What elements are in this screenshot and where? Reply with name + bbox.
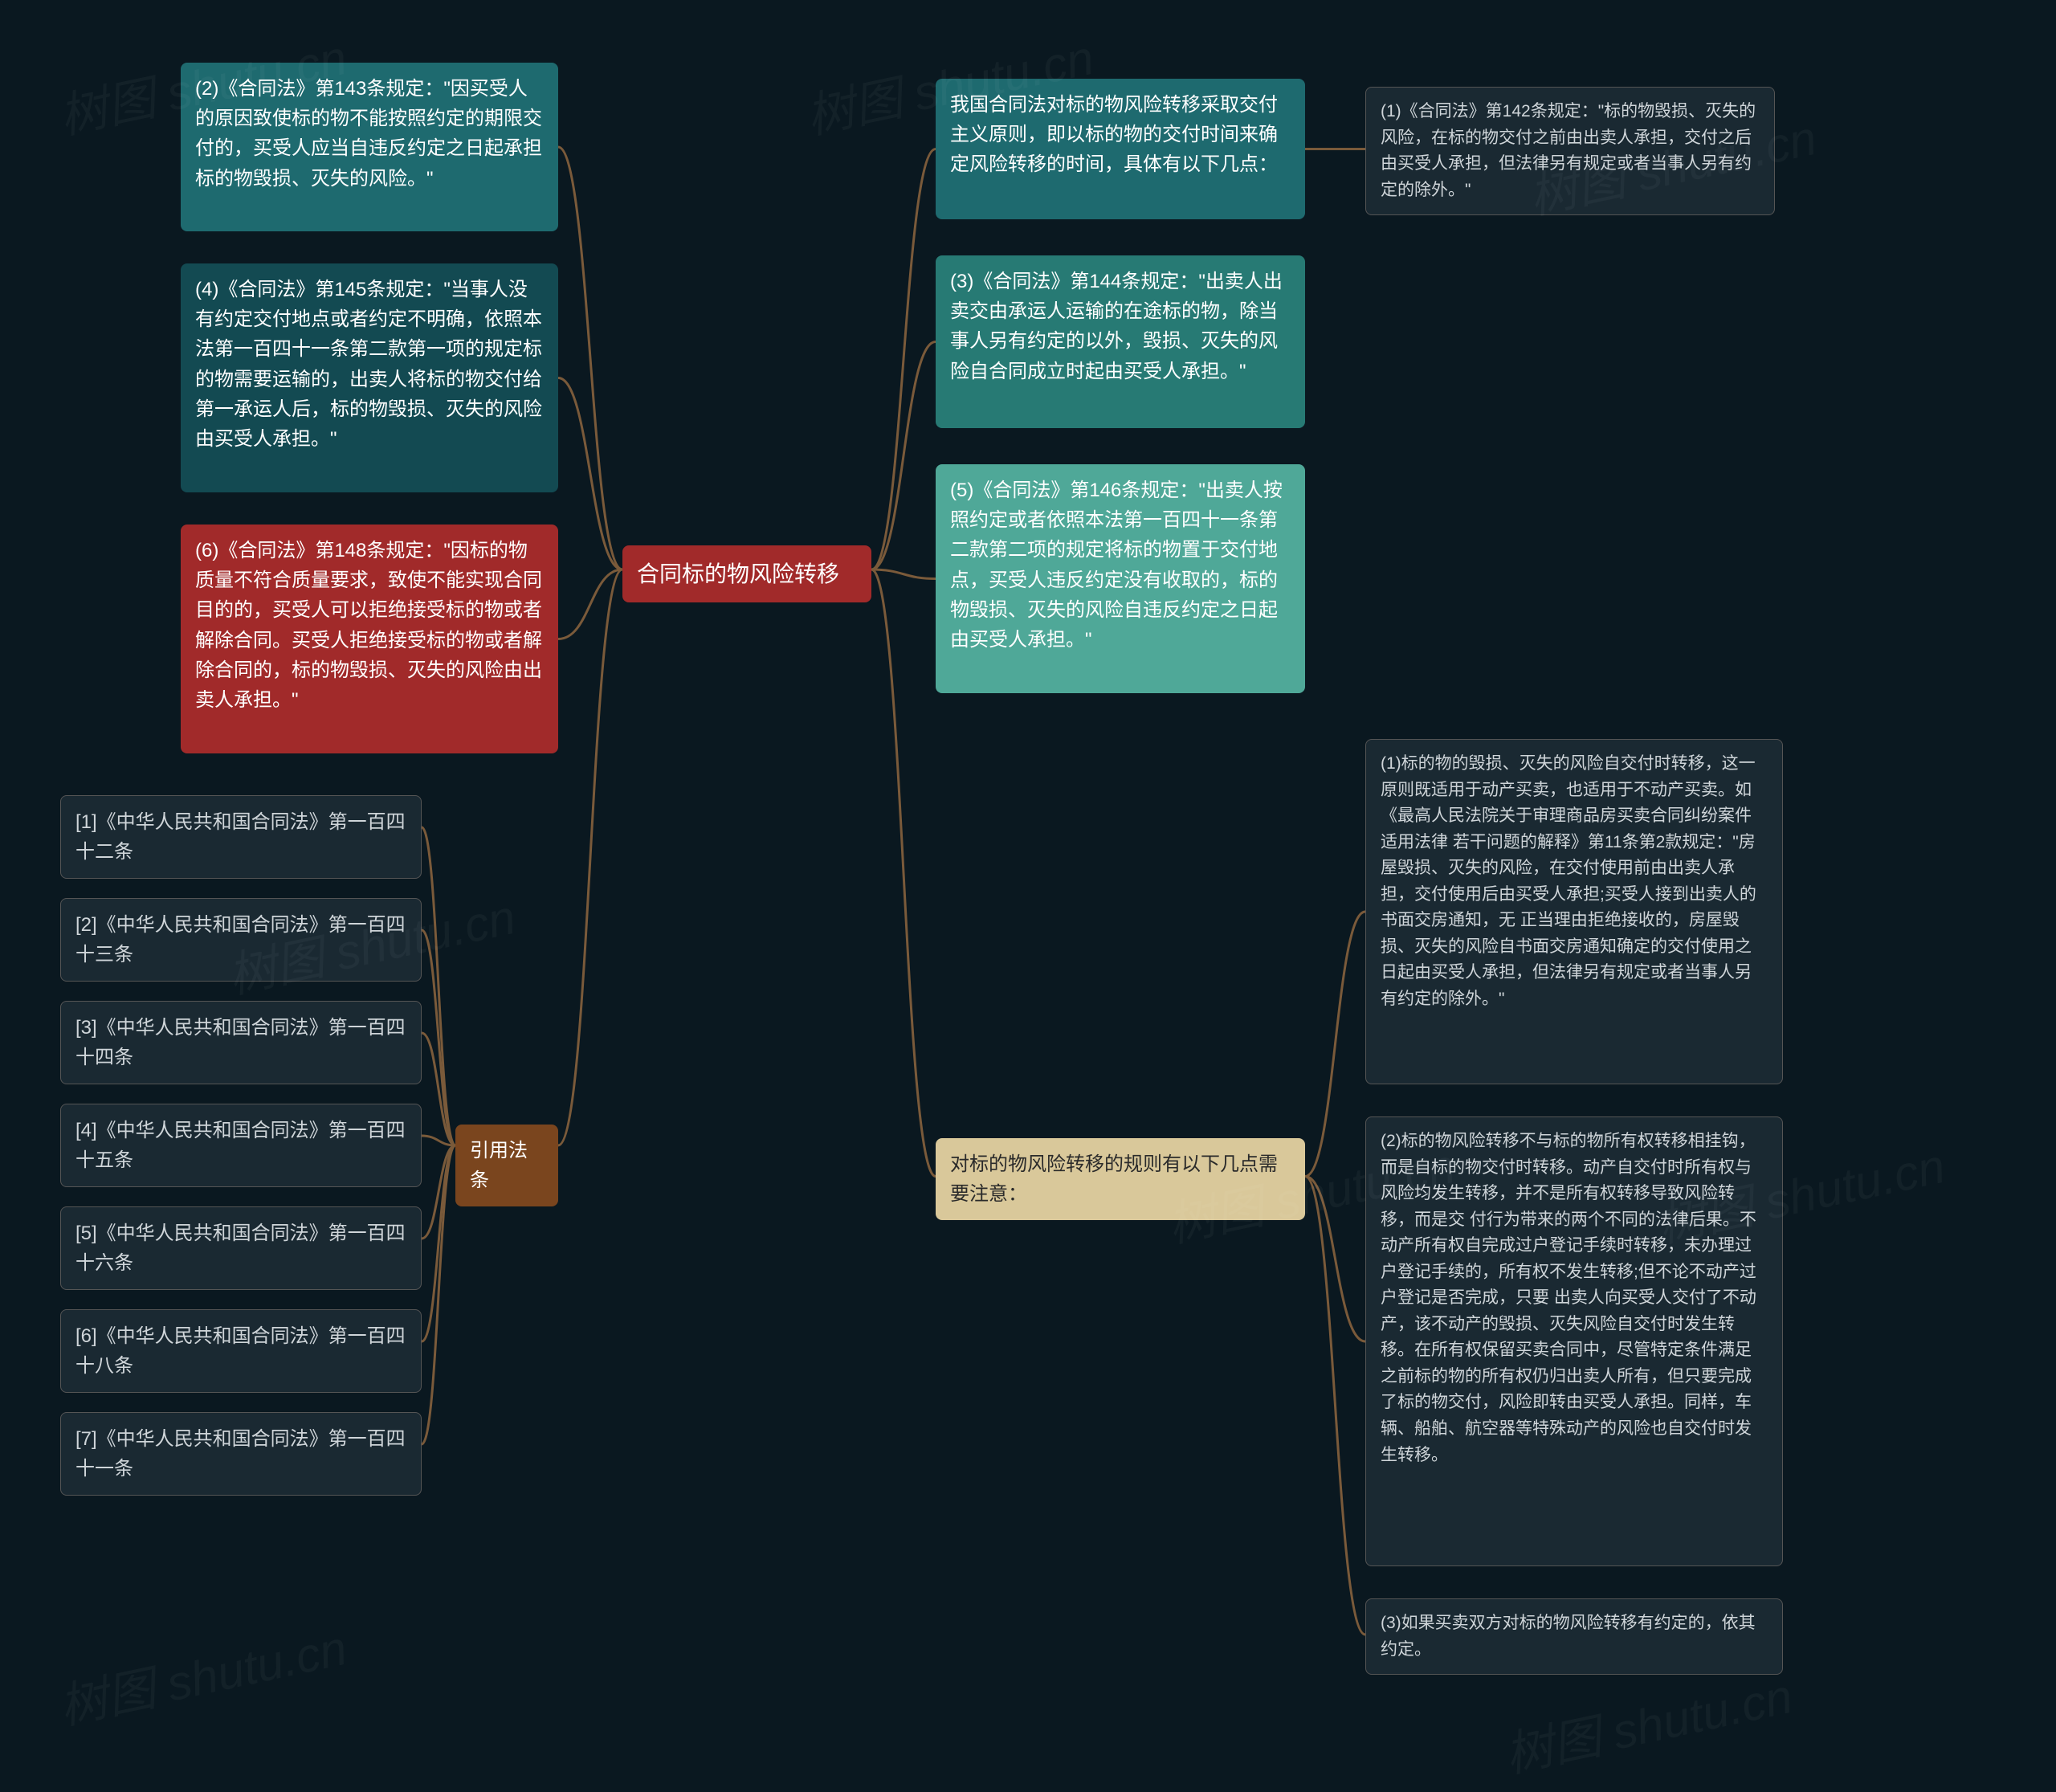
node-contract-146[interactable]: (5)《合同法》第146条规定："出卖人按照约定或者依照本法第一百四十一条第二款…: [936, 464, 1305, 693]
connector: [422, 1145, 455, 1341]
note-2[interactable]: (2)标的物风险转移不与标的物所有权转移相挂钩，而是自标的物交付时转移。动产自交…: [1365, 1116, 1783, 1566]
citation-1[interactable]: [1]《中华人民共和国合同法》第一百四十二条: [60, 795, 422, 879]
citation-6[interactable]: [6]《中华人民共和国合同法》第一百四十八条: [60, 1309, 422, 1393]
citation-5[interactable]: [5]《中华人民共和国合同法》第一百四十六条: [60, 1206, 422, 1290]
node-contract-148[interactable]: (6)《合同法》第148条规定："因标的物质量不符合质量要求，致使不能实现合同目…: [181, 525, 558, 753]
node-text: [7]《中华人民共和国合同法》第一百四十一条: [75, 1428, 406, 1480]
citations-root[interactable]: 引用法条: [455, 1125, 558, 1206]
connector: [558, 378, 622, 570]
node-text: (1)标的物的毁损、灭失的风险自交付时转移，这一原则既适用于动产买卖，也适用于不…: [1381, 754, 1756, 1008]
connector: [558, 569, 622, 1145]
node-principle[interactable]: 我国合同法对标的物风险转移采取交付主义原则，即以标的物的交付时间来确定风险转移的…: [936, 79, 1305, 219]
node-text: [3]《中华人民共和国合同法》第一百四十四条: [75, 1017, 406, 1068]
node-text: [5]《中华人民共和国合同法》第一百四十六条: [75, 1223, 406, 1274]
root-label: 合同标的物风险转移: [637, 561, 839, 586]
citation-4[interactable]: [4]《中华人民共和国合同法》第一百四十五条: [60, 1104, 422, 1187]
node-text: 引用法条: [470, 1140, 528, 1191]
node-text: (1)《合同法》第142条规定："标的物毁损、灭失的风险，在标的物交付之前由出卖…: [1381, 102, 1756, 199]
node-text: (2)《合同法》第143条规定："因买受人的原因致使标的物不能按照约定的期限交付…: [195, 78, 542, 190]
connector: [871, 569, 936, 579]
watermark: 树图 shutu.cn: [1498, 1657, 1798, 1786]
connector: [871, 569, 936, 1177]
node-text: (6)《合同法》第148条规定："因标的物质量不符合质量要求，致使不能实现合同目…: [195, 540, 542, 711]
note-1[interactable]: (1)标的物的毁损、灭失的风险自交付时转移，这一原则既适用于动产买卖，也适用于不…: [1365, 739, 1783, 1084]
root-node[interactable]: 合同标的物风险转移: [622, 545, 871, 602]
connector: [422, 930, 455, 1145]
citation-7[interactable]: [7]《中华人民共和国合同法》第一百四十一条: [60, 1412, 422, 1496]
watermark: 树图 shutu.cn: [52, 1609, 353, 1738]
node-text: (2)标的物风险转移不与标的物所有权转移相挂钩，而是自标的物交付时转移。动产自交…: [1381, 1132, 1756, 1464]
connector: [558, 569, 622, 639]
node-text: (3)如果买卖双方对标的物风险转移有约定的，依其约定。: [1381, 1614, 1756, 1659]
node-text: [6]《中华人民共和国合同法》第一百四十八条: [75, 1325, 406, 1377]
node-contract-144[interactable]: (3)《合同法》第144条规定："出卖人出卖交由承运人运输的在途标的物，除当事人…: [936, 255, 1305, 428]
node-text: 我国合同法对标的物风险转移采取交付主义原则，即以标的物的交付时间来确定风险转移的…: [950, 94, 1278, 175]
node-contract-142[interactable]: (1)《合同法》第142条规定："标的物毁损、灭失的风险，在标的物交付之前由出卖…: [1365, 87, 1775, 215]
node-text: [2]《中华人民共和国合同法》第一百四十三条: [75, 914, 406, 965]
citation-3[interactable]: [3]《中华人民共和国合同法》第一百四十四条: [60, 1001, 422, 1084]
node-contract-145[interactable]: (4)《合同法》第145条规定："当事人没有约定交付地点或者约定不明确，依照本法…: [181, 263, 558, 492]
node-text: [1]《中华人民共和国合同法》第一百四十二条: [75, 811, 406, 863]
notes-root[interactable]: 对标的物风险转移的规则有以下几点需要注意：: [936, 1138, 1305, 1220]
connector: [1305, 912, 1365, 1177]
connector: [1305, 1177, 1365, 1635]
connector: [422, 1033, 455, 1145]
connector: [558, 147, 622, 569]
connector: [1305, 1177, 1365, 1342]
connector: [422, 1136, 455, 1145]
connector: [871, 342, 936, 570]
connector: [422, 1145, 455, 1444]
node-text: [4]《中华人民共和国合同法》第一百四十五条: [75, 1120, 406, 1171]
node-text: (5)《合同法》第146条规定："出卖人按照约定或者依照本法第一百四十一条第二款…: [950, 480, 1283, 651]
connector: [422, 827, 455, 1145]
connector: [871, 149, 936, 570]
connector: [422, 1145, 455, 1239]
node-contract-143[interactable]: (2)《合同法》第143条规定："因买受人的原因致使标的物不能按照约定的期限交付…: [181, 63, 558, 231]
note-3[interactable]: (3)如果买卖双方对标的物风险转移有约定的，依其约定。: [1365, 1598, 1783, 1675]
citation-2[interactable]: [2]《中华人民共和国合同法》第一百四十三条: [60, 898, 422, 982]
node-text: 对标的物风险转移的规则有以下几点需要注意：: [950, 1153, 1278, 1205]
node-text: (3)《合同法》第144条规定："出卖人出卖交由承运人运输的在途标的物，除当事人…: [950, 271, 1283, 382]
node-text: (4)《合同法》第145条规定："当事人没有约定交付地点或者约定不明确，依照本法…: [195, 279, 542, 450]
